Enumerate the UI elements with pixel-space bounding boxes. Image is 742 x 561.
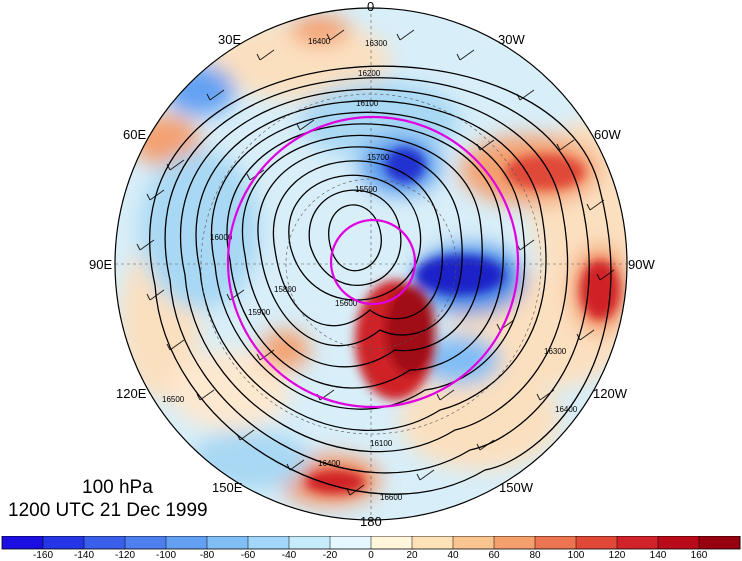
colorbar-swatch	[494, 536, 536, 549]
colorbar-tick-label: -80	[199, 550, 215, 561]
colorbar-tick-label: -120	[114, 550, 136, 561]
colorbar	[1, 536, 741, 550]
colorbar-swatch	[658, 536, 700, 549]
contour-label: 15800	[274, 285, 297, 294]
contour-label: 15600	[335, 299, 358, 308]
lon-label-30w: 30W	[498, 32, 525, 47]
contour-label: 15900	[248, 308, 271, 317]
colorbar-tick-label: -160	[32, 550, 54, 561]
colorbar-swatch	[617, 536, 659, 549]
colorbar-tick-label: 0	[368, 550, 374, 561]
colorbar-swatch	[207, 536, 249, 549]
contour-label: 16600	[380, 493, 403, 502]
colorbar-tick-label: 20	[406, 550, 418, 561]
colorbar-tick-label: -20	[322, 550, 338, 561]
colorbar-swatch	[371, 536, 413, 549]
colorbar-tick-label: -40	[281, 550, 297, 561]
contour-label: 16100	[356, 99, 379, 108]
colorbar-swatch	[248, 536, 290, 549]
colorbar-swatch	[289, 536, 331, 549]
colorbar-swatch	[166, 536, 208, 549]
map-boundary	[114, 7, 628, 521]
colorbar-swatch	[84, 536, 126, 549]
colorbar-swatch	[453, 536, 495, 549]
colorbar-tick-label: 100	[567, 550, 585, 561]
colorbar-swatch	[699, 536, 741, 549]
colorbar-tick-label: -60	[240, 550, 256, 561]
contour-label: 16300	[365, 39, 388, 48]
colorbar-tick-label: 160	[690, 550, 708, 561]
colorbar-tick-label: 120	[608, 550, 626, 561]
lon-label-180: 180	[360, 514, 382, 529]
contour-label: 15700	[367, 153, 390, 162]
lon-label-90w: 90W	[628, 257, 655, 272]
valid-time-title: 1200 UTC 21 Dec 1999	[8, 500, 208, 521]
colorbar-swatch	[2, 536, 44, 549]
contour-label: 16400	[318, 459, 341, 468]
contour-label: 16000	[210, 233, 233, 242]
colorbar-tick-label: -100	[155, 550, 177, 561]
outer-latitude-circle	[226, 115, 520, 409]
contour-labels: 16300 16400 16200 16100 16000 15900 1580…	[162, 37, 578, 502]
anomaly-field: 16300 16400 16200 16100 16000 15900 1580…	[115, 8, 627, 520]
lon-label-150w: 150W	[499, 480, 533, 495]
colorbar-tick-label: 80	[529, 550, 541, 561]
inner-latitude-circle	[329, 218, 417, 306]
lon-label-150e: 150E	[212, 480, 243, 495]
lon-label-120w: 120W	[593, 386, 627, 401]
lon-label-60w: 60W	[594, 127, 621, 142]
colorbar-tick-label: 60	[488, 550, 500, 561]
contour-label: 16100	[370, 439, 393, 448]
colorbar-swatch	[330, 536, 372, 549]
pressure-level-title: 100 hPa	[82, 477, 153, 498]
colorbar-swatch	[412, 536, 454, 549]
contour-label: 16200	[358, 69, 381, 78]
colorbar-tick-label: 140	[649, 550, 667, 561]
lon-label-120e: 120E	[116, 386, 147, 401]
contour-label: 15500	[355, 185, 378, 194]
lon-label-0: 0	[367, 0, 375, 14]
contour-label: 16300	[544, 347, 567, 356]
contour-label: 16400	[308, 37, 331, 46]
colorbar-tick-label: -140	[73, 550, 95, 561]
contour-label: 16400	[555, 405, 578, 414]
colorbar-swatch	[535, 536, 577, 549]
lon-label-90e: 90E	[89, 257, 113, 272]
lon-label-30e: 30E	[218, 32, 242, 47]
colorbar-tick-label: 40	[447, 550, 459, 561]
colorbar-swatch	[576, 536, 618, 549]
contour-label: 16500	[162, 395, 185, 404]
colorbar-swatch	[125, 536, 167, 549]
colorbar-swatch	[43, 536, 85, 549]
lon-label-60e: 60E	[123, 127, 147, 142]
